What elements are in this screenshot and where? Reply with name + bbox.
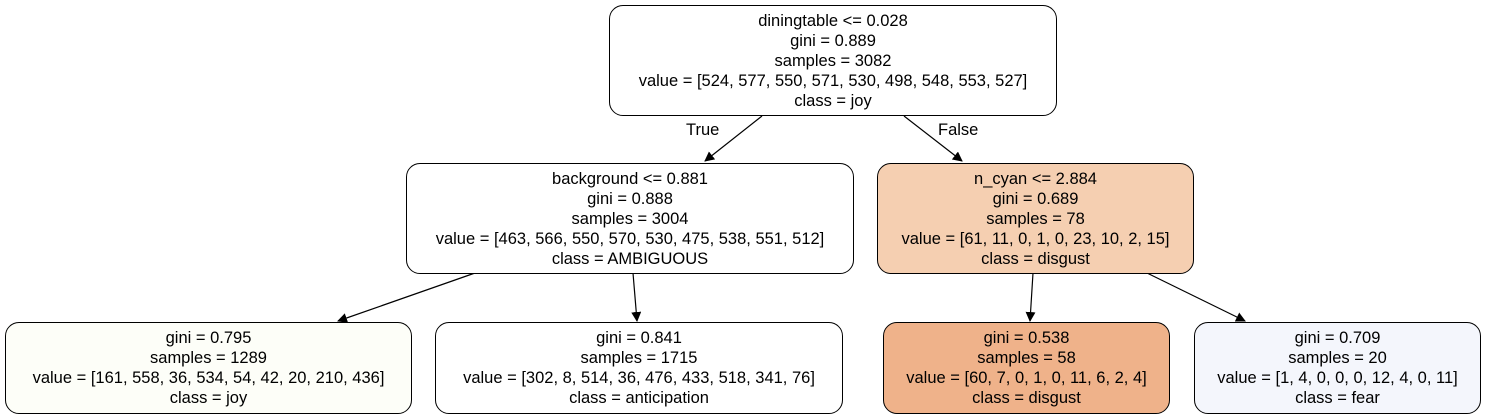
tree-node-root: diningtable <= 0.028 gini = 0.889 sample… bbox=[609, 5, 1057, 116]
node-value: value = [1, 4, 0, 0, 0, 12, 4, 0, 11] bbox=[1217, 369, 1458, 387]
tree-leaf-lr: gini = 0.841 samples = 1715 value = [302… bbox=[435, 322, 843, 414]
edge-label-true: True bbox=[686, 121, 720, 139]
node-split: diningtable <= 0.028 bbox=[758, 11, 908, 30]
node-class: class = joy bbox=[794, 91, 872, 110]
tree-leaf-ll: gini = 0.795 samples = 1289 value = [161… bbox=[5, 322, 412, 414]
node-value: value = [161, 558, 36, 534, 54, 42, 20, … bbox=[32, 369, 385, 387]
tree-node-right: n_cyan <= 2.884 gini = 0.689 samples = 7… bbox=[877, 163, 1194, 274]
node-class: class = fear bbox=[1295, 389, 1380, 407]
node-class: class = disgust bbox=[981, 249, 1090, 268]
node-gini: gini = 0.888 bbox=[587, 189, 673, 208]
node-value: value = [463, 566, 550, 570, 530, 475, 5… bbox=[435, 229, 825, 248]
node-samples: samples = 3004 bbox=[571, 209, 689, 228]
node-gini: gini = 0.709 bbox=[1294, 329, 1381, 347]
node-gini: gini = 0.538 bbox=[983, 329, 1070, 347]
node-split: background <= 0.881 bbox=[552, 169, 708, 188]
node-value: value = [524, 577, 550, 571, 530, 498, 5… bbox=[638, 71, 1028, 90]
edge-left-lr bbox=[631, 272, 642, 322]
node-gini: gini = 0.689 bbox=[992, 189, 1079, 208]
edge-left-ll bbox=[337, 272, 476, 323]
node-samples: samples = 1715 bbox=[580, 349, 698, 367]
tree-node-left: background <= 0.881 gini = 0.888 samples… bbox=[406, 163, 854, 274]
node-class: class = AMBIGUOUS bbox=[551, 249, 709, 268]
node-class: class = disgust bbox=[972, 389, 1081, 407]
node-samples: samples = 1289 bbox=[150, 349, 267, 367]
node-class: class = joy bbox=[169, 389, 248, 407]
tree-leaf-rl: gini = 0.538 samples = 58 value = [60, 7… bbox=[883, 322, 1170, 414]
node-samples: samples = 78 bbox=[986, 209, 1085, 228]
node-samples: samples = 20 bbox=[1288, 349, 1387, 367]
node-split: n_cyan <= 2.884 bbox=[974, 169, 1097, 188]
edge-root-left bbox=[704, 115, 763, 162]
edge-label-false: False bbox=[938, 121, 979, 139]
node-value: value = [61, 11, 0, 1, 0, 23, 10, 2, 15] bbox=[901, 229, 1170, 248]
edge-root-right bbox=[903, 115, 963, 162]
edge-right-rl bbox=[1025, 272, 1036, 322]
node-gini: gini = 0.841 bbox=[596, 329, 682, 347]
node-value: value = [302, 8, 514, 36, 476, 433, 518,… bbox=[463, 369, 815, 387]
node-samples: samples = 58 bbox=[977, 349, 1076, 367]
node-gini: gini = 0.795 bbox=[165, 329, 252, 347]
node-samples: samples = 3082 bbox=[774, 51, 892, 70]
edge-right-rr bbox=[1146, 272, 1246, 322]
node-value: value = [60, 7, 0, 1, 0, 11, 6, 2, 4] bbox=[906, 369, 1147, 387]
node-gini: gini = 0.889 bbox=[790, 31, 876, 50]
node-class: class = anticipation bbox=[569, 389, 709, 407]
tree-leaf-rr: gini = 0.709 samples = 20 value = [1, 4,… bbox=[1194, 322, 1481, 414]
